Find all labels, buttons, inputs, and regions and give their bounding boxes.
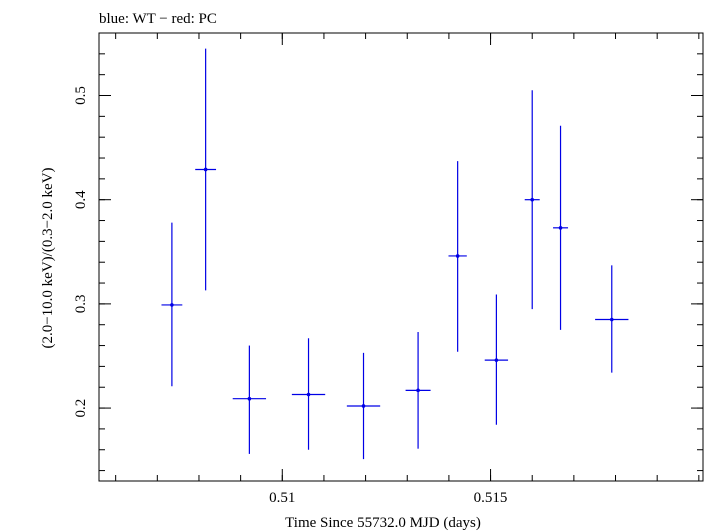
data-point [595, 265, 629, 373]
data-point [232, 345, 267, 454]
x-tick-label: 0.51 [269, 490, 295, 506]
data-point [195, 48, 217, 291]
data-marker [455, 254, 460, 258]
data-point [346, 352, 381, 460]
data-point [448, 161, 467, 352]
axis-tick-labels: 0.51 0.515 0.2 0.3 0.4 0.5 [73, 86, 507, 506]
data-point [161, 222, 183, 387]
y-tick-label: 0.4 [73, 190, 89, 209]
data-point [524, 90, 540, 310]
plot-frame [98, 32, 704, 482]
data-point [553, 125, 569, 330]
data-marker [609, 317, 614, 322]
data-marker [416, 388, 420, 393]
y-tick-label: 0.2 [73, 399, 89, 418]
data-point [291, 338, 326, 450]
x-tick-label: 0.515 [474, 490, 508, 506]
chart-title: blue: WT − red: PC [99, 11, 217, 27]
data-point [405, 332, 431, 449]
data-marker [558, 226, 563, 230]
axis-ticks [99, 32, 703, 481]
y-tick-label: 0.3 [73, 295, 89, 314]
data-series [161, 48, 629, 460]
data-marker [170, 303, 174, 307]
data-marker [494, 358, 499, 362]
data-marker [530, 197, 535, 202]
x-axis-label: Time Since 55732.0 MJD (days) [285, 515, 481, 531]
data-marker [203, 167, 208, 172]
y-axis-label: (2.0−10.0 keV)/(0.3−2.0 keV) [40, 167, 56, 348]
data-point [484, 294, 509, 425]
data-marker [306, 392, 311, 397]
data-marker [361, 404, 366, 408]
data-marker [247, 396, 252, 401]
y-tick-label: 0.5 [73, 86, 89, 105]
